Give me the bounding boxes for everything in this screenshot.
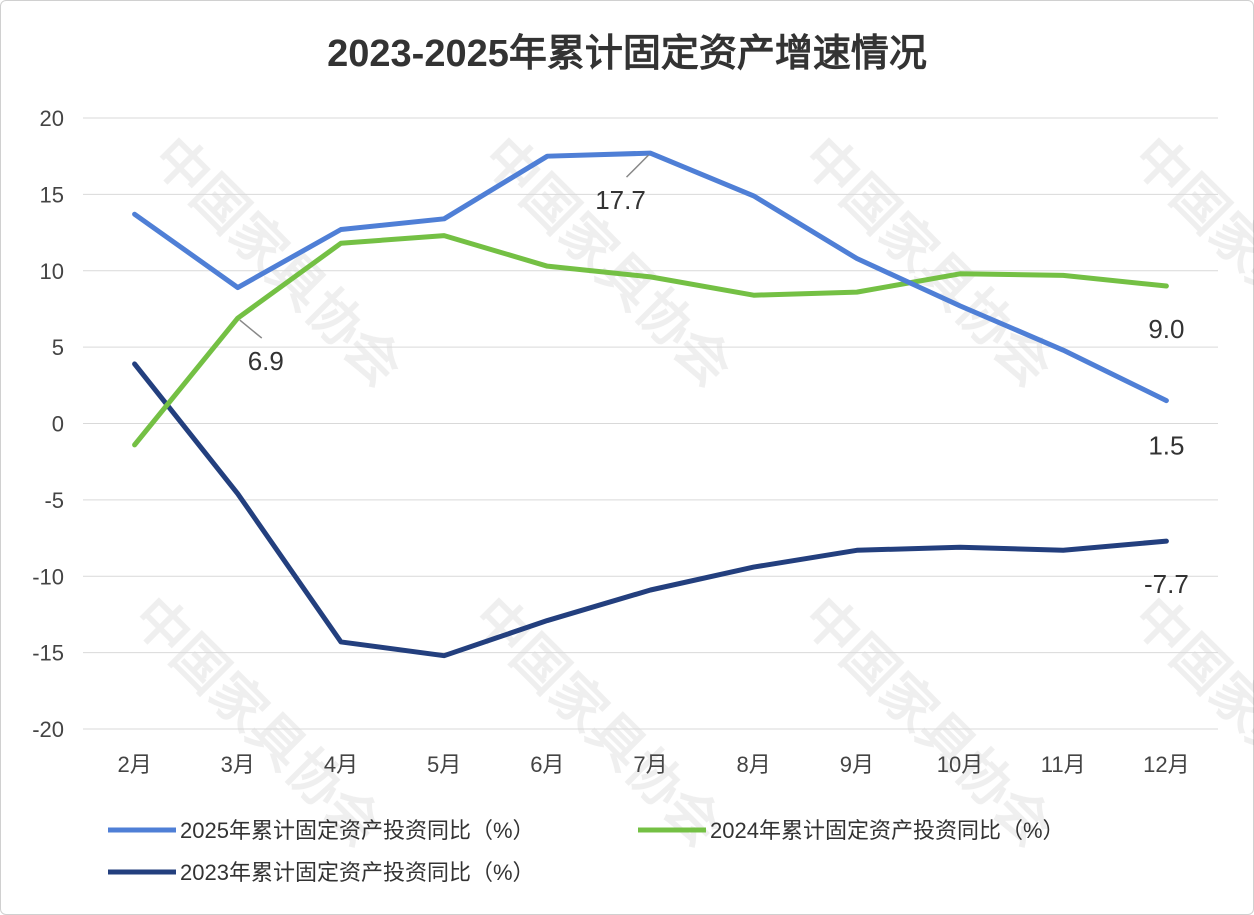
x-tick-label: 10月 — [937, 752, 983, 777]
y-tick-label: 0 — [52, 412, 64, 437]
y-axis: 20 15 10 5 0 -5 -10 -15 -20 — [32, 106, 64, 742]
legend-label: 2025年累计固定资产投资同比（%） — [180, 818, 535, 843]
x-tick-label: 2月 — [117, 752, 151, 777]
legend-label: 2023年累计固定资产投资同比（%） — [180, 860, 535, 885]
x-tick-label: 5月 — [427, 752, 461, 777]
x-tick-label: 11月 — [1041, 752, 1086, 777]
x-tick-label: 6月 — [530, 752, 564, 777]
y-tick-label: 5 — [52, 335, 64, 360]
legend-label: 2024年累计固定资产投资同比（%） — [710, 818, 1065, 843]
leader-line — [239, 319, 263, 339]
watermark-text: 中国家具协会 — [1122, 126, 1254, 398]
watermark-text: 中国家具协会 — [122, 586, 394, 858]
y-tick-label: -20 — [32, 717, 64, 742]
watermark-text: 中国家具协会 — [792, 126, 1064, 398]
x-axis: 2月 3月 4月 5月 6月 7月 8月 9月 10月 11月 12月 — [117, 752, 1189, 777]
data-label: 6.9 — [248, 346, 284, 376]
y-tick-label: -5 — [44, 488, 64, 513]
data-labels: 17.7 1.5 6.9 9.0 -7.7 — [239, 154, 1189, 599]
data-label: -7.7 — [1144, 569, 1189, 599]
data-label: 17.7 — [595, 185, 646, 215]
watermark-text: 中国家具协会 — [792, 586, 1064, 858]
y-tick-label: -15 — [32, 641, 64, 666]
series-line — [132, 361, 1169, 659]
y-tick-label: -10 — [32, 564, 64, 589]
data-label: 1.5 — [1148, 431, 1184, 461]
gridlines — [83, 117, 1218, 730]
x-tick-label: 8月 — [737, 752, 771, 777]
chart-title: 2023-2025年累计固定资产增速情况 — [327, 33, 927, 75]
x-tick-label: 12月 — [1143, 752, 1189, 777]
x-tick-label: 9月 — [840, 752, 874, 777]
x-tick-label: 7月 — [633, 752, 667, 777]
watermark-text: 中国家具协会 — [1122, 586, 1254, 858]
watermark-text: 中国家具协会 — [472, 126, 744, 398]
y-tick-label: 15 — [40, 182, 64, 207]
legend: 2025年累计固定资产投资同比（%） 2024年累计固定资产投资同比（%） 2023… — [108, 818, 1065, 885]
x-tick-label: 4月 — [324, 752, 358, 777]
leader-line — [625, 154, 650, 178]
x-tick-label: 3月 — [221, 752, 255, 777]
watermark-text: 中国家具协会 — [462, 586, 734, 858]
data-label: 9.0 — [1148, 314, 1184, 344]
y-tick-label: 10 — [40, 259, 64, 284]
series-lines — [132, 150, 1169, 659]
y-tick-label: 20 — [40, 106, 64, 131]
